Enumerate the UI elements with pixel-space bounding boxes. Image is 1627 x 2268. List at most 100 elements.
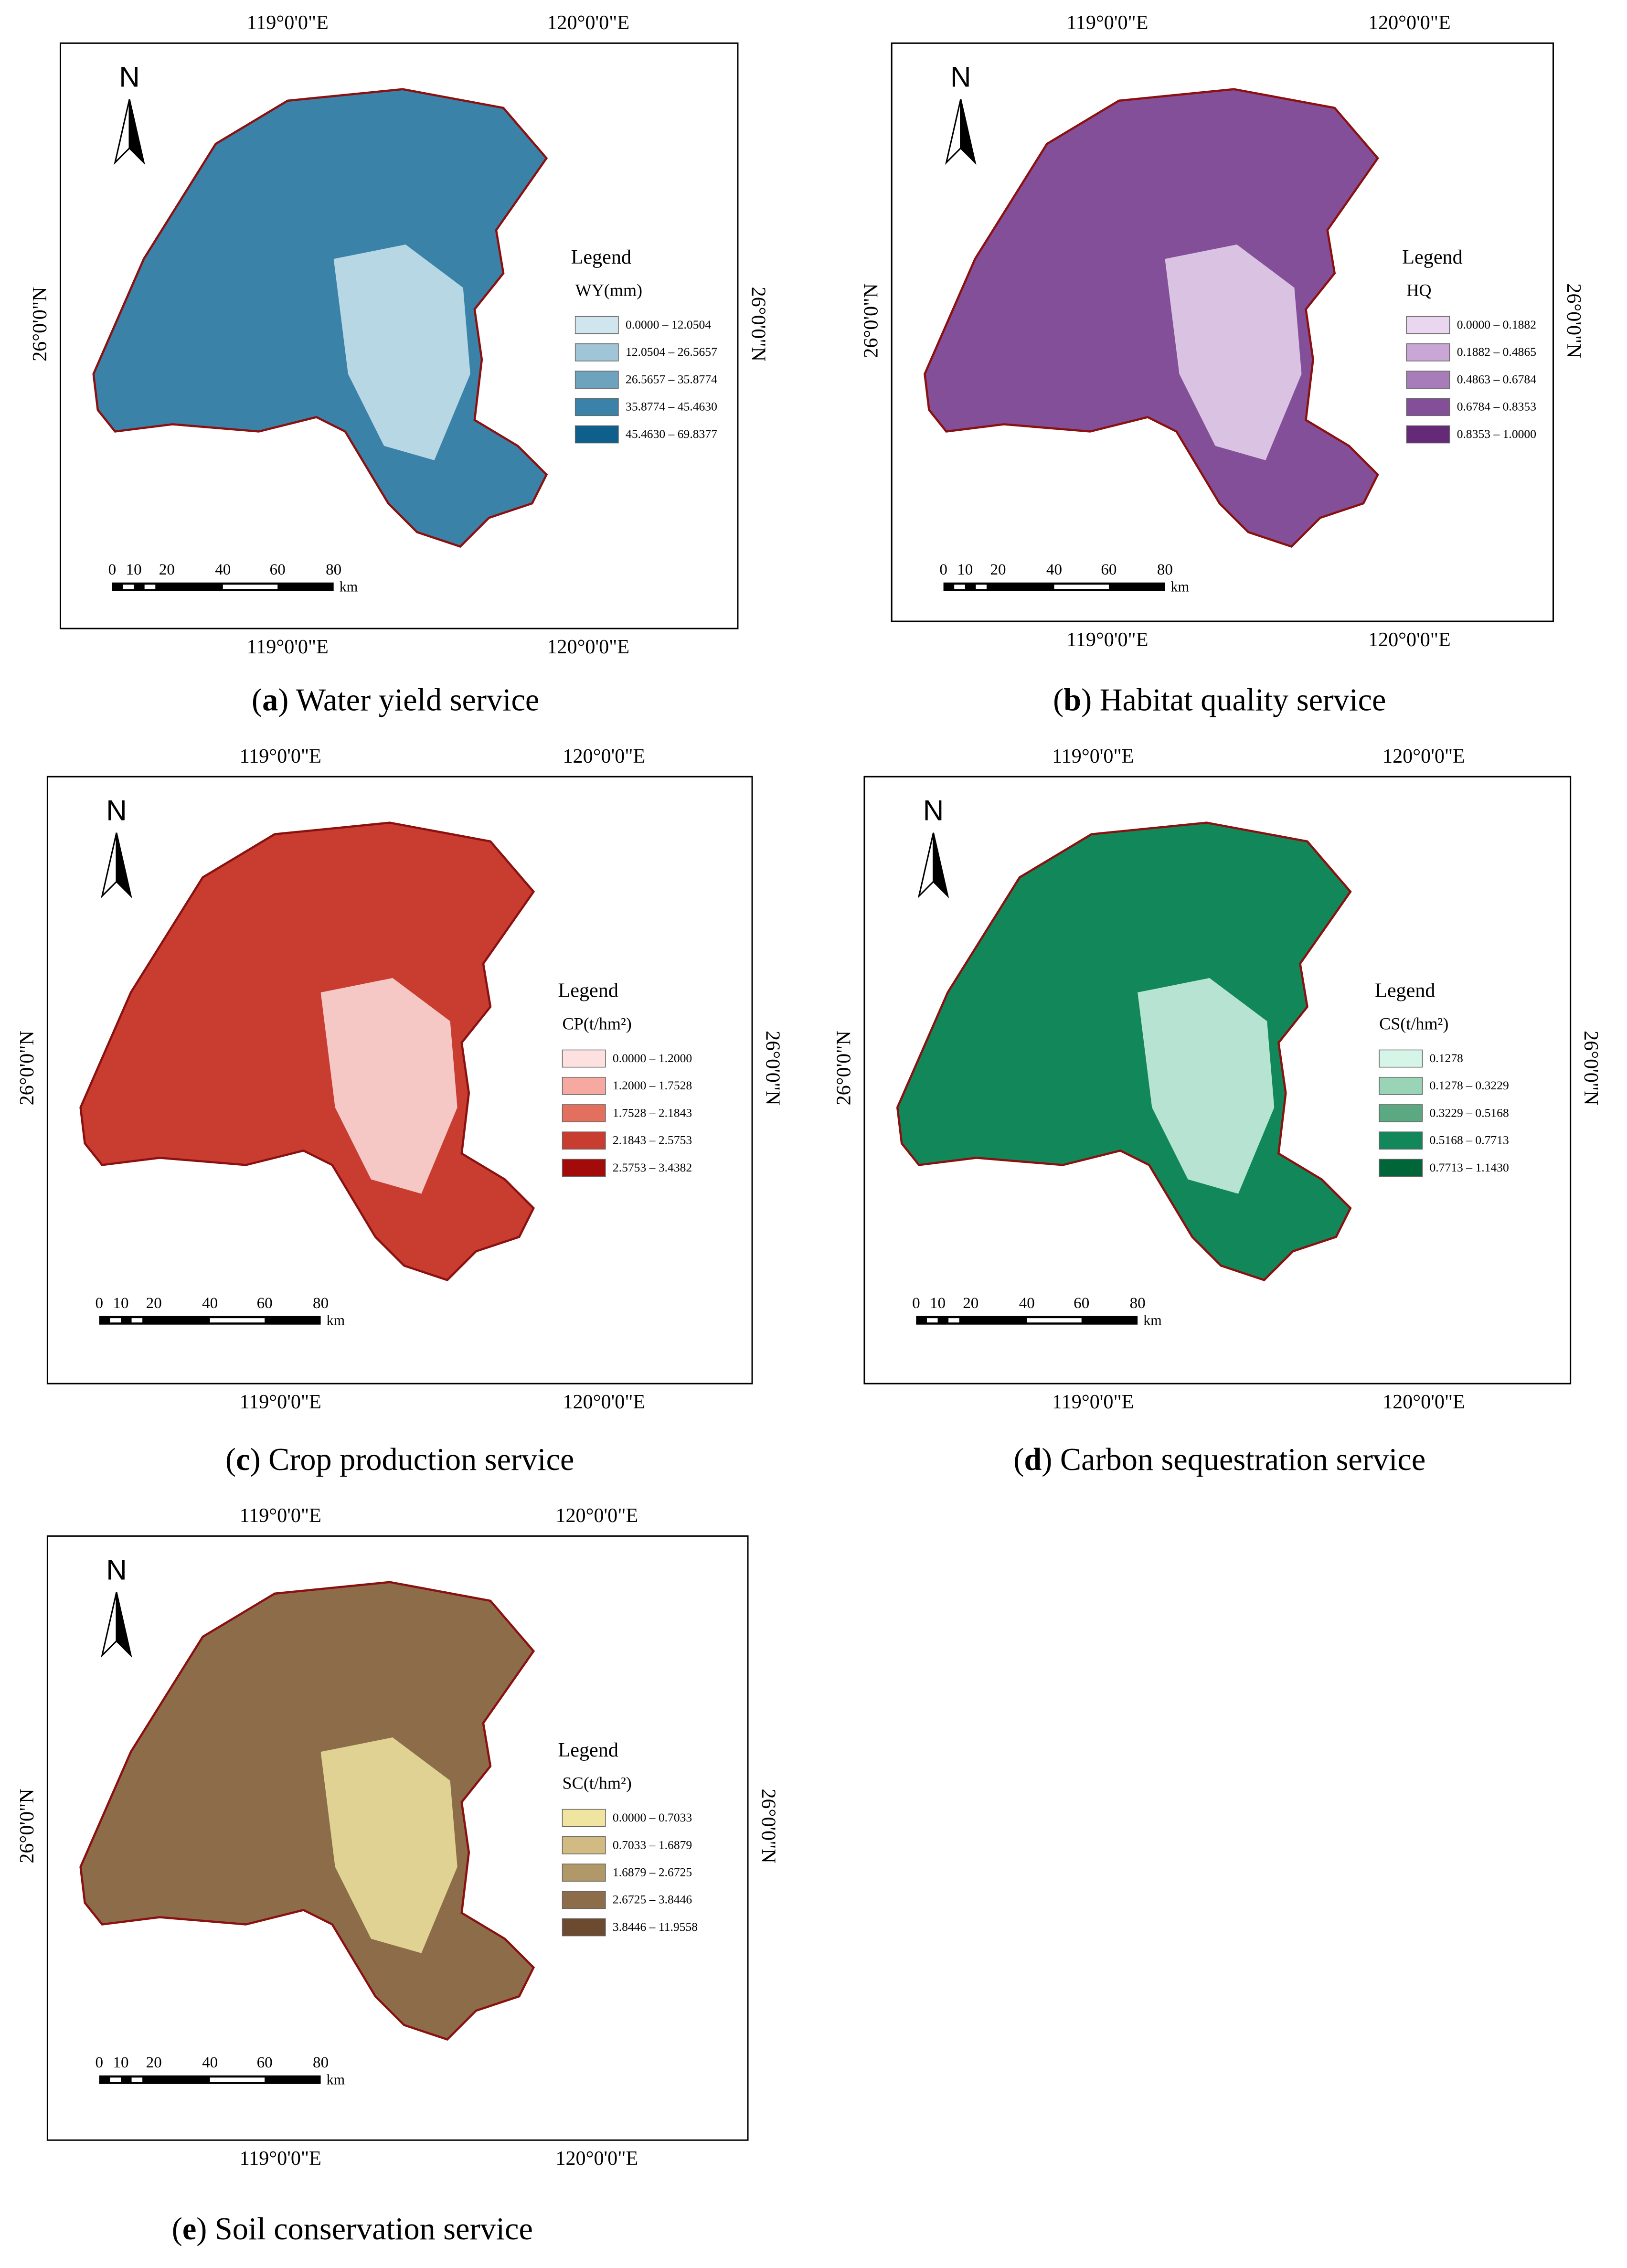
latitude-label: 26°0'0"N (860, 283, 883, 358)
scale-label: 60 (257, 1294, 273, 1312)
north-arrow (933, 832, 949, 898)
scale-label: 80 (1130, 1294, 1146, 1312)
scale-label: 80 (1157, 561, 1173, 578)
scale-bar-segment (210, 2077, 265, 2082)
scale-label: 0 (108, 561, 117, 578)
legend-label: 0.3229 – 0.5168 (1430, 1106, 1509, 1119)
scale-label: 10 (957, 561, 973, 578)
map-panel: 119°0'0"E 119°0'0"E 120°0'0"E 120°0'0"E 26°0… (832, 745, 1602, 1477)
longitude-label: 120°0'0"E (563, 745, 645, 767)
scale-label: 20 (159, 561, 175, 578)
scale-label: 60 (257, 2054, 273, 2071)
scale-unit: km (327, 1312, 345, 1329)
scale-label: 40 (1019, 1294, 1035, 1312)
study-area-low (1165, 244, 1302, 460)
legend-label: 0.4863 – 0.6784 (1457, 372, 1536, 386)
scale-label: 20 (963, 1294, 978, 1312)
latitude-label: 26°0'0"N (762, 1031, 784, 1105)
scale-bar-segment (110, 1318, 121, 1323)
scale-bar-segment (110, 2077, 121, 2082)
caption-part: ( (1053, 683, 1063, 718)
longitude-label: 119°0'0"E (247, 636, 329, 658)
caption-part: d (1024, 1442, 1042, 1477)
longitude-label: 120°0'0"E (1368, 11, 1451, 34)
legend-swatch (562, 1049, 606, 1068)
legend-swatch (562, 1809, 606, 1827)
scale-label: 60 (1074, 1294, 1089, 1312)
caption: (d) Carbon sequestration service (1013, 1442, 1425, 1477)
caption-part: c (236, 1442, 250, 1477)
scale-bar-segment (131, 2077, 143, 2082)
legend-swatch (562, 1159, 606, 1177)
legend-swatch (562, 1131, 606, 1150)
caption-part: b (1063, 683, 1081, 718)
caption-part: ( (225, 1442, 236, 1477)
legend-field: CP(t/hm²) (563, 1014, 632, 1033)
legend-label: 2.6725 – 3.8446 (613, 1893, 692, 1906)
north-arrow (116, 832, 132, 898)
latitude-label: 26°0'0"N (832, 1031, 855, 1105)
legend-swatch (574, 398, 619, 416)
scale-label: 10 (930, 1294, 946, 1312)
longitude-label: 120°0'0"E (1382, 1391, 1465, 1413)
study-area-low (320, 978, 457, 1194)
caption-part: ( (252, 683, 262, 718)
legend-label: 0.7713 – 1.1430 (1430, 1161, 1509, 1174)
scale-label: 80 (326, 561, 341, 578)
caption-part: ) Carbon sequestration service (1042, 1442, 1425, 1477)
legend-label: 1.2000 – 1.7528 (613, 1078, 692, 1092)
caption: (a) Water yield service (252, 683, 539, 718)
longitude-label: 119°0'0"E (240, 745, 321, 767)
scale-unit: km (340, 579, 358, 595)
legend-swatch (1379, 1049, 1423, 1068)
legend-swatch (574, 371, 619, 389)
scale-unit: km (1170, 579, 1189, 595)
north-label: N (106, 794, 127, 826)
map-panel: 119°0'0"E 119°0'0"E 120°0'0"E 120°0'0"E 26°0… (860, 11, 1585, 718)
caption: (c) Crop production service (225, 1442, 574, 1477)
legend-label: 45.4630 – 69.8377 (626, 427, 717, 441)
legend-swatch (1379, 1159, 1423, 1177)
scale-bar-segment (123, 585, 134, 589)
scale-label: 40 (202, 1294, 218, 1312)
legend-label: 0.1882 – 0.4865 (1457, 345, 1536, 359)
caption: (b) Habitat quality service (1053, 683, 1386, 718)
scale-label: 60 (1101, 561, 1117, 578)
caption-part: e (182, 2212, 196, 2247)
legend-swatch (1406, 343, 1450, 362)
scale-label: 80 (313, 2054, 329, 2071)
scale-bar-segment (1027, 1318, 1082, 1323)
latitude-label: 26°0'0"N (29, 287, 51, 361)
legend-label: 1.7528 – 2.1843 (613, 1106, 692, 1119)
scale-label: 10 (126, 561, 142, 578)
caption-part: ( (172, 2212, 182, 2247)
legend-swatch (1379, 1104, 1423, 1122)
map-panel: 119°0'0"E 119°0'0"E 120°0'0"E 120°0'0"E 26°0… (29, 11, 769, 718)
longitude-label: 119°0'0"E (1052, 1391, 1134, 1413)
scale-bar-segment (131, 1318, 143, 1323)
legend-label: 12.0504 – 26.5657 (626, 345, 717, 359)
study-area-low (333, 244, 470, 460)
scale-bar-segment (926, 1318, 938, 1323)
north-label: N (106, 1554, 127, 1586)
scale-bar-segment (223, 585, 278, 589)
legend-label: 0.5168 – 0.7713 (1430, 1133, 1509, 1147)
legend-swatch (562, 1863, 606, 1882)
legend-swatch (1406, 425, 1450, 444)
legend-swatch (562, 1104, 606, 1122)
scale-unit: km (1143, 1312, 1161, 1329)
scale-label: 10 (113, 2054, 128, 2071)
scale-label: 40 (215, 561, 231, 578)
legend-label: 0.0000 – 1.2000 (613, 1051, 692, 1065)
scale-label: 20 (146, 2054, 162, 2071)
map-panel: 119°0'0"E 119°0'0"E 120°0'0"E 120°0'0"E 26°0… (16, 745, 784, 1477)
scale-label: 20 (146, 1294, 162, 1312)
study-area-low (320, 1737, 457, 1953)
legend-label: 0.6784 – 0.8353 (1457, 400, 1536, 414)
legend-swatch (1379, 1131, 1423, 1150)
longitude-label: 119°0'0"E (247, 11, 329, 34)
latitude-label: 26°0'0"N (1580, 1031, 1602, 1105)
scale-label: 10 (113, 1294, 128, 1312)
legend-label: 0.0000 – 12.0504 (626, 318, 711, 331)
north-arrow (960, 99, 977, 165)
